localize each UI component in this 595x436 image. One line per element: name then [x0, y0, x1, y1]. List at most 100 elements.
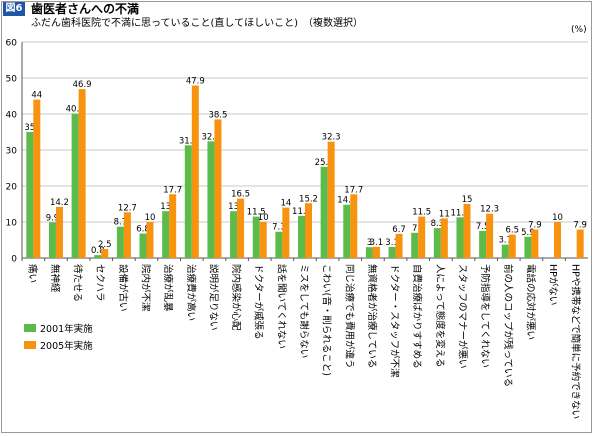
data-label-2005: 46.9: [73, 80, 92, 90]
x-category-label: 設備が古い: [117, 264, 129, 312]
data-label-2005: 15: [462, 195, 473, 205]
data-label-2005: 10: [258, 213, 269, 223]
x-category-label: 待たせる: [72, 264, 84, 302]
data-label-2001: 9.9: [46, 213, 60, 223]
bar-2001: [298, 215, 305, 258]
x-category-label: スタッフのマナーが悪い: [456, 264, 468, 369]
bar-2005: [327, 141, 335, 258]
data-label-2001: 3.1: [385, 238, 399, 248]
data-label-2005: 6.7: [392, 225, 406, 235]
x-category-label: セクハラ: [94, 264, 105, 302]
data-label-2005: 2.5: [98, 240, 112, 250]
data-label-2001: 6.8: [136, 225, 150, 235]
data-label-2005: 11.5: [412, 208, 431, 218]
x-category-label: 自費治療ばかりすすめる: [411, 264, 423, 369]
x-category-label: こわい(音・削られること): [321, 264, 333, 376]
bar-2001: [252, 216, 260, 258]
y-tick-label: 40: [6, 111, 18, 121]
data-label-2005: 3.1: [370, 238, 384, 248]
data-label-2005: 14.2: [50, 198, 69, 208]
data-label-2001: 7: [412, 224, 417, 234]
bar-2001: [479, 231, 487, 258]
bar-2001: [48, 222, 56, 258]
data-label-2001: 3.7: [498, 236, 512, 246]
data-label-2005: 17.7: [344, 185, 363, 195]
bar-2001: [139, 233, 147, 258]
data-label-2005: 15.2: [299, 194, 318, 204]
x-category-label: ドクター・スタッフが不潔: [389, 264, 401, 378]
data-label-2005: 10: [145, 213, 156, 223]
x-category-label: 院内が不潔: [140, 264, 152, 312]
bar-2001: [433, 228, 441, 258]
data-label-2001: 8.7: [114, 218, 128, 228]
x-category-label: 無神経: [49, 264, 61, 293]
y-axis-unit: (%): [571, 25, 587, 35]
y-tick-label: 10: [6, 219, 18, 229]
data-label-2001: 3: [367, 238, 372, 248]
data-label-2001: 7.5: [476, 222, 490, 232]
bar-2005: [214, 119, 222, 259]
bar-2005: [78, 89, 86, 258]
x-category-label: 同じ治療でも費用が違う: [343, 264, 355, 369]
data-label-2005: 10: [552, 213, 563, 223]
data-label-2005: 32.3: [322, 133, 341, 143]
bar-2001: [388, 246, 396, 258]
bar-2005: [191, 85, 199, 258]
data-label-2001: 31.3: [179, 136, 198, 146]
bar-2001: [26, 132, 34, 258]
bar-2005: [486, 213, 494, 258]
bar-2005: [576, 229, 584, 258]
bar-2005: [305, 203, 312, 258]
bar-2001: [524, 236, 532, 258]
data-label-2001: 11.7: [292, 207, 311, 217]
data-label-2005: 16.5: [231, 190, 250, 200]
bar-2001: [343, 204, 351, 258]
bar-2005: [440, 218, 448, 258]
bar-2005: [146, 222, 154, 258]
data-label-2005: 7.9: [528, 221, 542, 231]
bar-2005: [463, 204, 471, 258]
bar-2001: [320, 166, 328, 258]
chart-title: 歯医者さんへの不満: [31, 2, 140, 16]
bar-2005: [372, 246, 380, 258]
x-category-label: 話を聞いてくれない: [275, 264, 287, 349]
bar-2001: [501, 244, 509, 258]
data-label-2005: 11: [439, 209, 450, 219]
bar-2005: [259, 222, 267, 258]
data-label-2005: 44: [31, 91, 42, 101]
bar-2005: [554, 222, 562, 258]
bar-2005: [350, 194, 358, 258]
legend-swatch: [24, 324, 36, 332]
y-tick-label: 30: [6, 147, 18, 157]
x-category-label: HPや携帯などで簡単に予約できない: [570, 264, 582, 419]
data-label-2001: 0.8: [91, 246, 105, 256]
data-label-2005: 12.3: [480, 205, 499, 215]
data-label-2005: 38.5: [208, 110, 227, 120]
data-label-2005: 17.7: [163, 185, 182, 195]
bar-2005: [33, 99, 41, 258]
bar-2005: [282, 207, 290, 258]
bar-2001: [456, 217, 464, 258]
figure-number-badge: 図6: [3, 2, 25, 16]
data-label-2001: 35: [24, 123, 35, 133]
bar-2001: [275, 231, 283, 258]
data-label-2001: 7.3: [272, 223, 286, 233]
bar-2005: [395, 233, 403, 258]
data-label-2005: 6.5: [505, 226, 519, 236]
data-label-2005: 47.9: [186, 77, 205, 87]
data-label-2001: 32.4: [201, 132, 220, 142]
x-category-label: HPがない: [547, 264, 559, 305]
bar-2005: [418, 216, 426, 258]
bar-2005: [55, 206, 63, 258]
bar-2005: [531, 229, 539, 258]
bar-2005: [123, 212, 131, 258]
data-label-2005: 7.9: [573, 221, 587, 231]
chart-subtitle: ふだん歯科医院で不満に思っていること(直してほしいこと) （複数選択）: [31, 18, 364, 29]
bar-2005: [237, 198, 245, 258]
x-category-label: 人によって態度を変える: [434, 264, 446, 367]
data-label-2001: 13: [160, 202, 171, 212]
bar-2001: [207, 141, 215, 258]
data-label-2001: 11.5: [247, 208, 266, 218]
data-label-2001: 25.3: [315, 158, 334, 168]
